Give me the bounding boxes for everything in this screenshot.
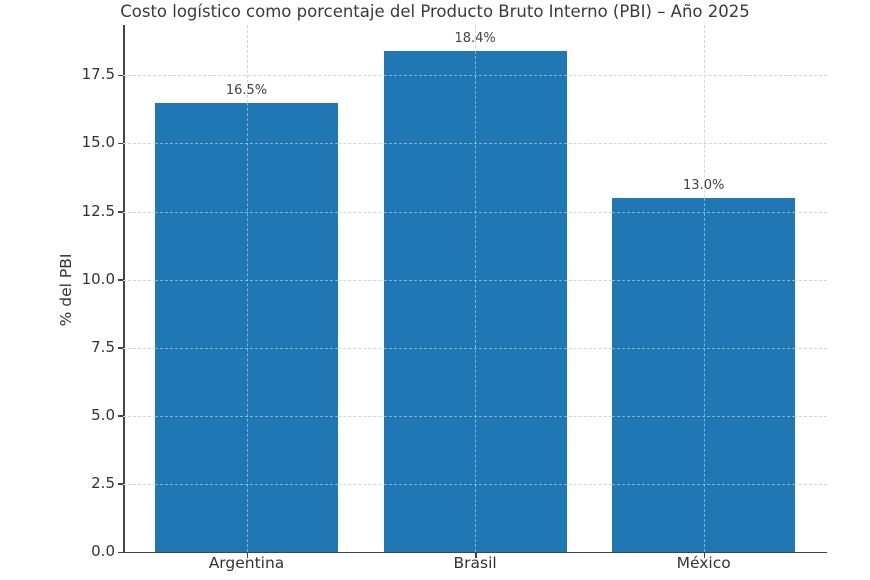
y-tick-label: 5.0 <box>91 405 115 424</box>
x-tick-label: Brasil <box>453 554 497 572</box>
y-tick-mark <box>118 347 123 349</box>
y-tick-mark <box>118 211 123 213</box>
x-tick-mark <box>475 553 477 558</box>
y-axis-label: % del PBI <box>57 253 75 327</box>
x-tick-label: México <box>676 554 731 572</box>
bar-value-label: 16.5% <box>225 82 268 98</box>
y-tick-mark <box>118 142 123 145</box>
bar-mxico <box>612 197 796 552</box>
y-tick-label: 12.5 <box>81 201 115 220</box>
x-tick-mark <box>246 553 248 558</box>
x-axis-spine <box>123 551 827 553</box>
bar-value-label: 18.4% <box>454 30 496 46</box>
bar-brasil <box>383 50 567 552</box>
y-tick-mark <box>118 551 123 553</box>
y-tick-label: 15.0 <box>81 133 115 152</box>
y-tick-label: 2.5 <box>91 473 115 492</box>
plot-area: 0.0 2.5 5.0 7.5 10.0 12.5 15.0 17.5 16.5% Argenti… <box>82 25 827 572</box>
y-axis-spine <box>123 25 125 553</box>
x-tick-mark <box>703 553 706 558</box>
y-tick-mark <box>118 279 123 281</box>
bar-value-label: 13.0% <box>683 177 725 193</box>
chart-title: Costo logístico como porcentaje del Prod… <box>120 2 750 21</box>
y-tick-mark <box>118 483 123 485</box>
x-tick-label: Argentina <box>208 554 285 572</box>
y-tick-label: 7.5 <box>91 337 115 356</box>
y-tick-mark <box>118 415 123 417</box>
y-tick-mark <box>118 74 123 77</box>
y-tick-label: 10.0 <box>81 269 115 288</box>
y-tick-label: 17.5 <box>81 65 115 84</box>
bar-argentina <box>155 102 338 552</box>
y-tick-label: 0.0 <box>91 542 115 560</box>
